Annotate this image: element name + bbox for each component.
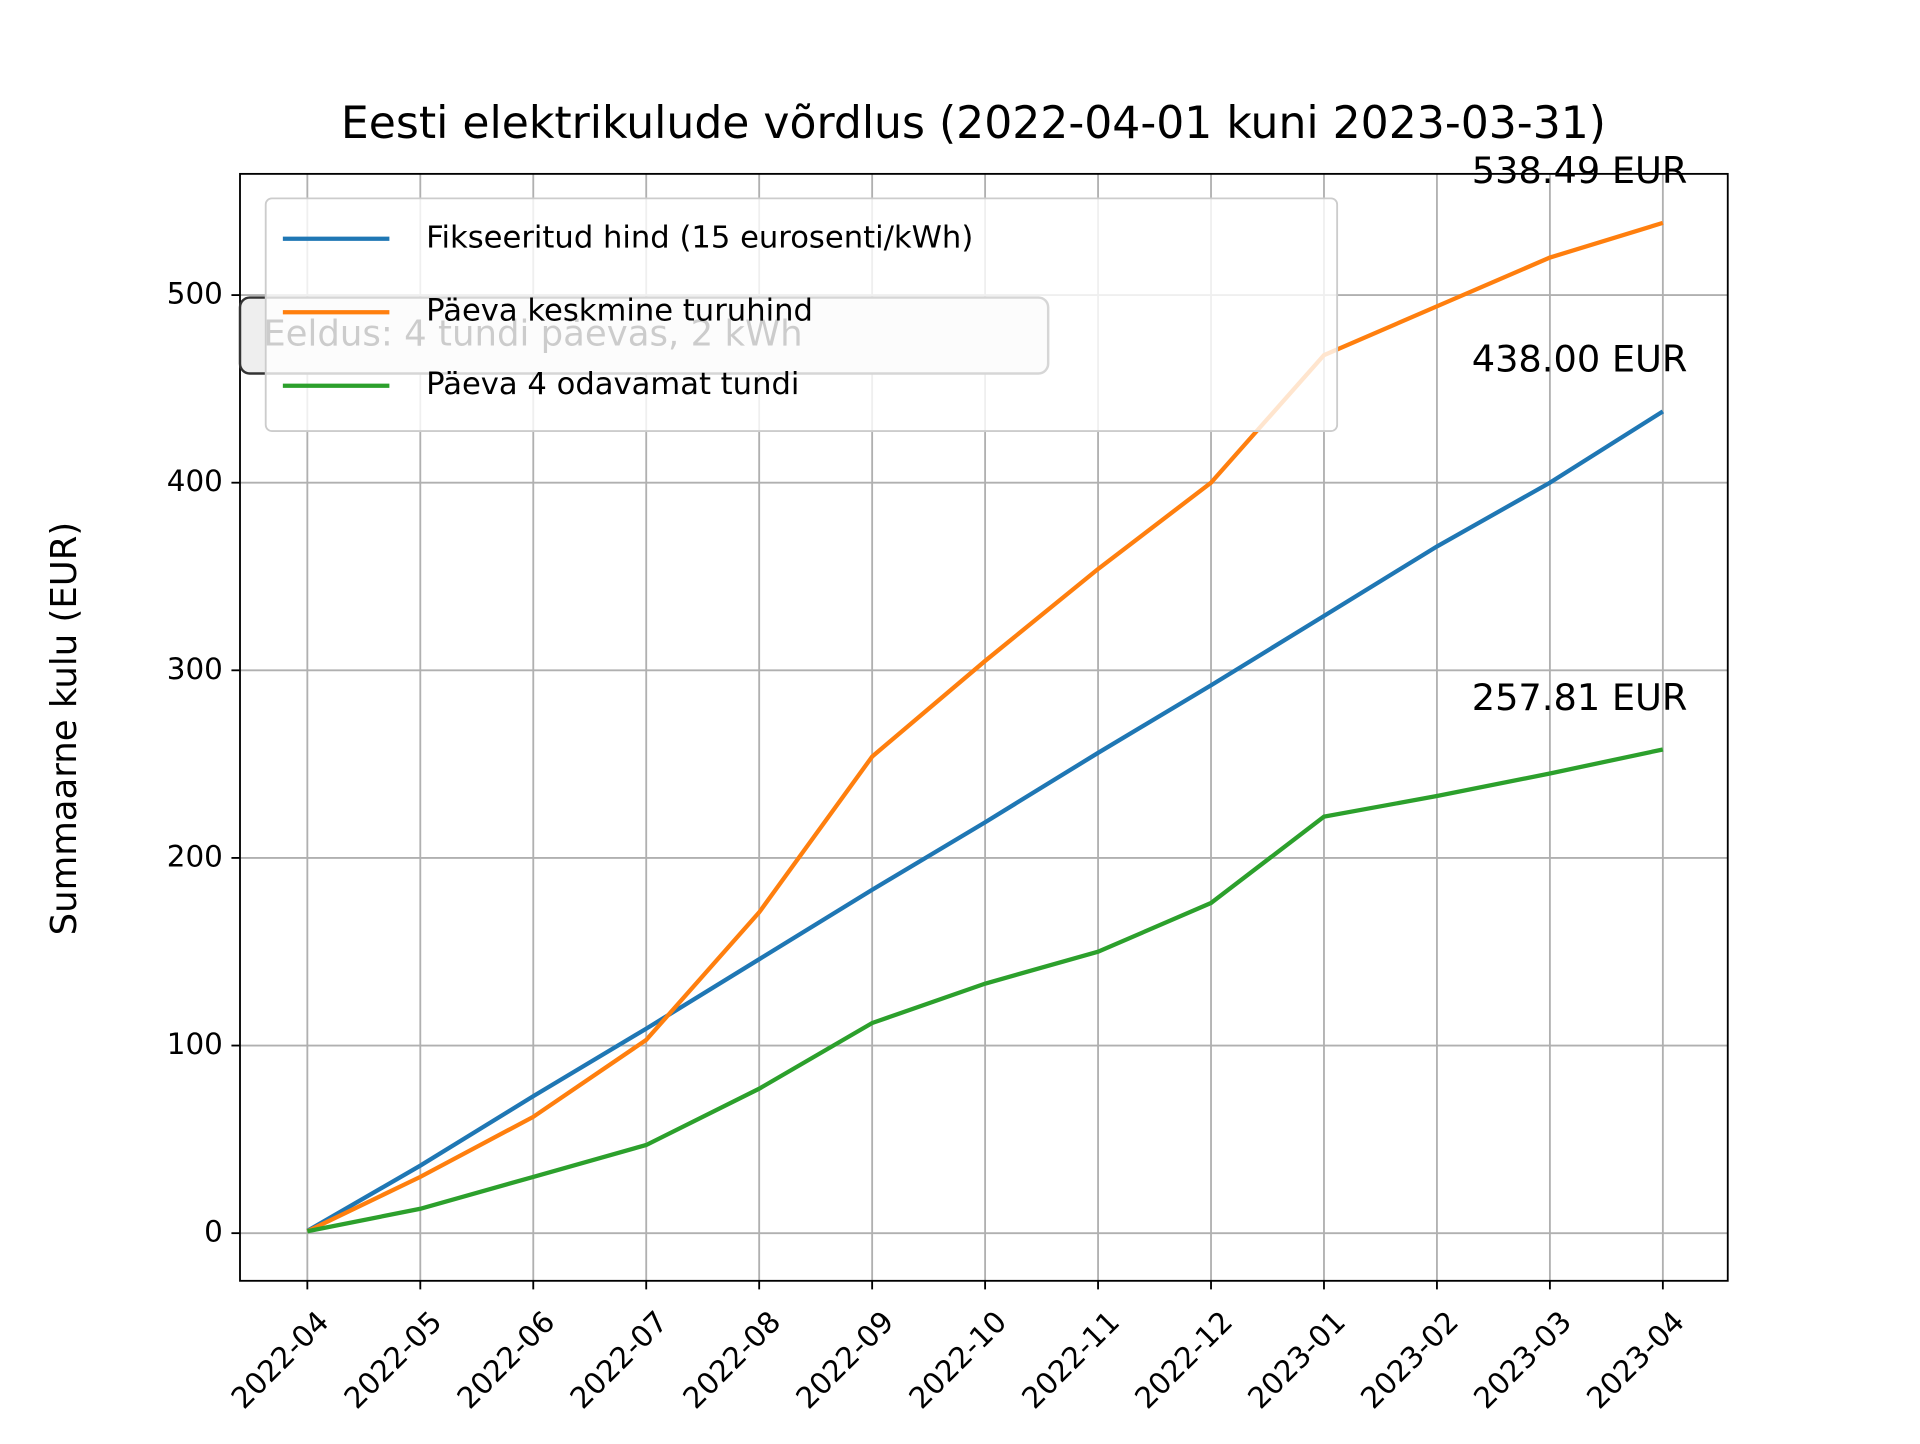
legend-label: Päeva 4 odavamat tundi <box>426 367 799 402</box>
x-tick-label: 2022-11 <box>1015 1304 1126 1415</box>
y-tick-label: 0 <box>204 1215 223 1249</box>
y-tick-label: 300 <box>167 652 223 686</box>
y-tick-label: 100 <box>167 1027 223 1061</box>
x-tick-label: 2022-09 <box>789 1304 900 1415</box>
y-tick-label: 500 <box>167 277 223 311</box>
x-tick-label: 2022-10 <box>902 1304 1013 1415</box>
legend-label: Fikseeritud hind (15 eurosenti/kWh) <box>426 220 973 255</box>
end-label: 438.00 EUR <box>1472 338 1688 381</box>
series-line <box>306 747 1664 1234</box>
x-tick-label: 2022-07 <box>563 1304 674 1415</box>
end-label: 538.49 EUR <box>1472 149 1688 192</box>
x-tick-label: 2023-04 <box>1580 1304 1691 1415</box>
x-tick-label: 2022-12 <box>1128 1304 1239 1415</box>
series-line <box>306 220 1664 1234</box>
x-tick-label: 2022-06 <box>451 1304 562 1415</box>
x-tick-label: 2022-04 <box>225 1304 336 1415</box>
series-line <box>306 409 1665 1233</box>
chart-title: Eesti elektrikulude võrdlus (2022-04-01 … <box>341 98 1606 149</box>
plot-frame <box>239 172 1729 1282</box>
end-label: 257.81 EUR <box>1472 676 1688 719</box>
legend-box <box>264 197 1339 432</box>
legend-label: Päeva keskmine turuhind <box>426 294 813 329</box>
x-tick-label: 2023-02 <box>1354 1304 1465 1415</box>
y-tick-label: 200 <box>167 839 223 873</box>
y-axis-label: Summaarne kulu (EUR) <box>44 522 85 936</box>
x-tick-label: 2023-03 <box>1467 1304 1578 1415</box>
x-tick-label: 2023-01 <box>1241 1304 1352 1415</box>
x-tick-label: 2022-05 <box>338 1304 449 1415</box>
x-tick-label: 2022-08 <box>676 1304 787 1415</box>
y-tick-label: 400 <box>167 464 223 498</box>
